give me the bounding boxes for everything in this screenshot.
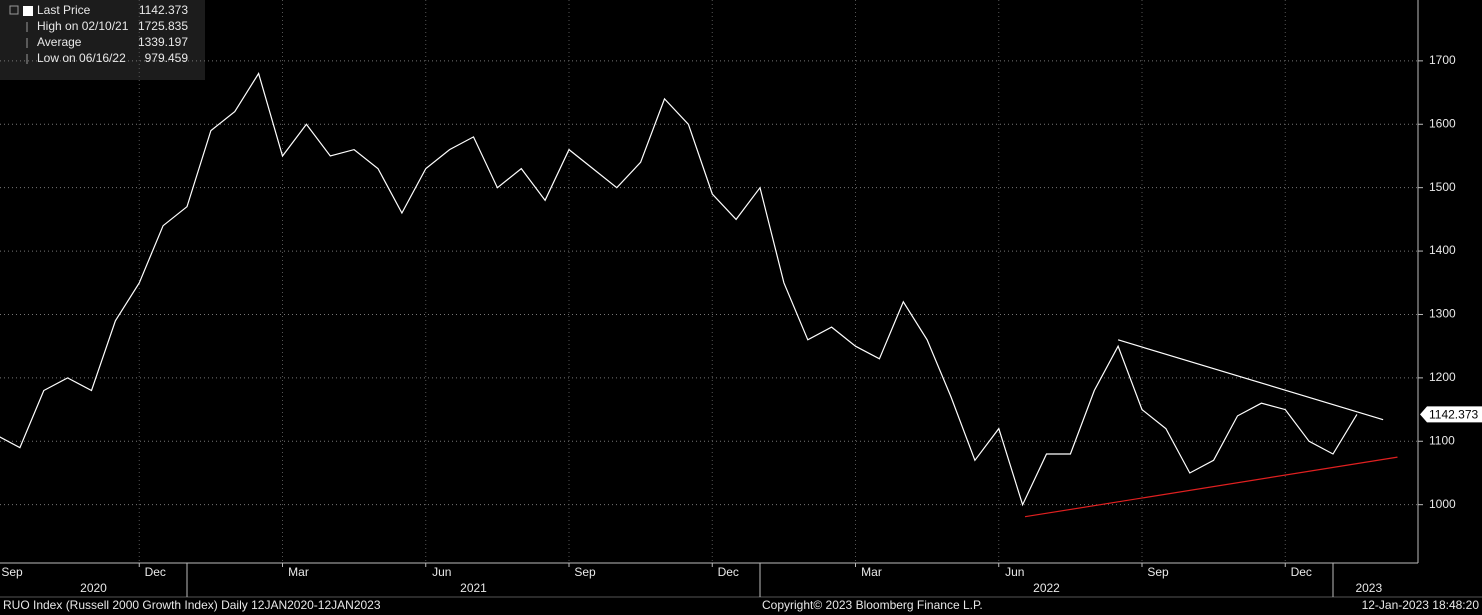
- y-tick-label: 1300: [1429, 307, 1456, 321]
- price-line: [0, 72, 1358, 507]
- x-tick-label: Jun: [1005, 565, 1024, 579]
- year-label: 2020: [80, 581, 107, 595]
- y-tick-label: 1400: [1429, 243, 1456, 257]
- legend-label: Average: [37, 35, 82, 49]
- x-tick-label: Mar: [288, 565, 309, 579]
- y-tick-label: 1600: [1429, 116, 1456, 130]
- x-tick-label: Sep: [1, 565, 23, 579]
- legend-value: 1725.835: [138, 19, 188, 33]
- legend-toggle: [9, 5, 19, 15]
- year-label: 2023: [1355, 581, 1382, 595]
- y-tick-label: 1000: [1429, 497, 1456, 511]
- x-tick-label: Mar: [861, 565, 882, 579]
- y-tick-label: 1500: [1429, 180, 1456, 194]
- x-tick-label: Sep: [1147, 565, 1169, 579]
- legend-swatch: [23, 6, 33, 16]
- trendline: [1024, 456, 1398, 518]
- legend-label: Last Price: [37, 3, 91, 17]
- copyright: Copyright© 2023 Bloomberg Finance L.P.: [762, 598, 983, 612]
- year-label: 2022: [1033, 581, 1060, 595]
- x-tick-label: Dec: [718, 565, 739, 579]
- legend-label: Low on 06/16/22: [37, 51, 126, 65]
- trendline: [1117, 339, 1384, 421]
- y-tick-label: 1700: [1429, 53, 1456, 67]
- x-tick-label: Dec: [1291, 565, 1312, 579]
- legend-value: 1339.197: [138, 35, 188, 49]
- legend-label: High on 02/10/21: [37, 19, 129, 33]
- x-tick-label: Jun: [432, 565, 451, 579]
- y-tick-label: 1200: [1429, 370, 1456, 384]
- x-tick-label: Dec: [145, 565, 166, 579]
- x-tick-label: Sep: [574, 565, 596, 579]
- legend-value: 1142.373: [139, 3, 188, 17]
- last-price-tag: [1420, 406, 1482, 423]
- legend-box: [0, 0, 205, 80]
- chart-title: RUO Index (Russell 2000 Growth Index) Da…: [3, 598, 381, 612]
- timestamp: 12-Jan-2023 18:48:20: [1362, 598, 1480, 612]
- legend-value: 979.459: [145, 51, 189, 65]
- year-label: 2021: [460, 581, 487, 595]
- y-tick-label: 1100: [1429, 433, 1455, 447]
- last-price-tag-label: 1142.373: [1429, 408, 1478, 422]
